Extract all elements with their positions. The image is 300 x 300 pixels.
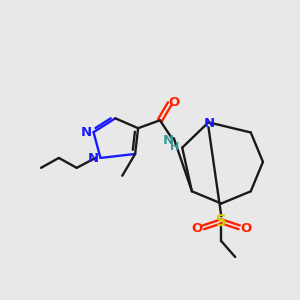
Text: O: O — [241, 222, 252, 235]
Text: N: N — [81, 126, 92, 139]
Text: N: N — [162, 134, 173, 147]
Text: N: N — [88, 152, 99, 165]
Text: O: O — [168, 96, 179, 109]
Text: H: H — [170, 142, 179, 152]
Text: O: O — [191, 222, 202, 235]
Text: N: N — [204, 117, 215, 130]
Text: S: S — [216, 214, 226, 229]
